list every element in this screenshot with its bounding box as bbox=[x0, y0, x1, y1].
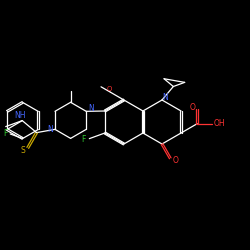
Text: F: F bbox=[81, 135, 86, 144]
Text: N: N bbox=[162, 94, 168, 102]
Text: OH: OH bbox=[214, 119, 225, 128]
Text: O: O bbox=[107, 86, 112, 92]
Text: F: F bbox=[3, 130, 8, 138]
Text: NH: NH bbox=[14, 111, 26, 120]
Text: S: S bbox=[20, 146, 25, 155]
Text: N: N bbox=[88, 104, 94, 113]
Text: O: O bbox=[189, 103, 195, 112]
Text: N: N bbox=[47, 125, 53, 134]
Text: O: O bbox=[172, 156, 178, 165]
